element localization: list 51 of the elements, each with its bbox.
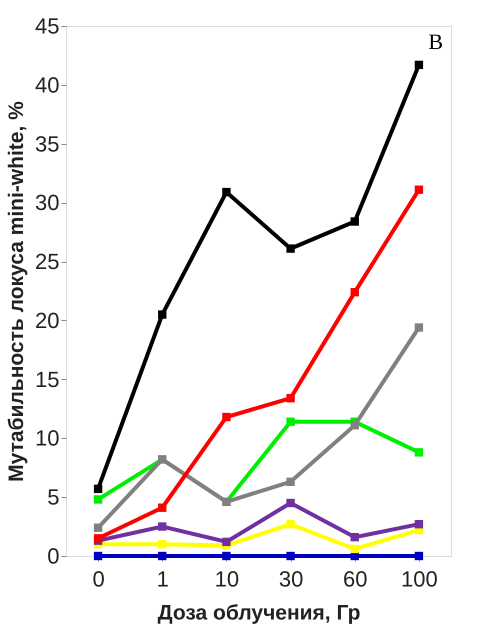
y-tick-label: 15 bbox=[35, 366, 60, 392]
point bbox=[158, 552, 166, 560]
point bbox=[94, 524, 102, 532]
point bbox=[286, 394, 295, 402]
point bbox=[350, 532, 359, 542]
point bbox=[414, 520, 424, 528]
x-tick-label: 10 bbox=[214, 566, 240, 592]
point bbox=[414, 552, 424, 560]
y-tick-label: 25 bbox=[35, 249, 60, 274]
point bbox=[286, 498, 295, 508]
point bbox=[158, 310, 166, 319]
point bbox=[94, 484, 102, 494]
x-tick-label: 1 bbox=[156, 566, 169, 592]
point bbox=[414, 60, 424, 70]
point bbox=[222, 538, 231, 546]
y-tick-label: 35 bbox=[35, 131, 60, 156]
point bbox=[350, 421, 359, 430]
x-tick-label: 100 bbox=[401, 566, 438, 592]
y-tick-label: 45 bbox=[35, 14, 60, 38]
point bbox=[414, 186, 424, 194]
y-tick-label: 20 bbox=[35, 308, 60, 333]
x-tick-label: 30 bbox=[278, 566, 304, 592]
y-tick-label: 0 bbox=[47, 544, 60, 568]
point bbox=[222, 188, 231, 196]
y-tick-label: 5 bbox=[47, 484, 60, 510]
point bbox=[414, 448, 424, 457]
y-tick-label: 10 bbox=[35, 426, 60, 451]
point bbox=[94, 534, 102, 543]
point bbox=[158, 504, 166, 512]
y-tick-label: 40 bbox=[35, 72, 60, 98]
point bbox=[350, 217, 359, 226]
point bbox=[158, 522, 166, 531]
point bbox=[414, 323, 424, 332]
point bbox=[286, 520, 295, 528]
point bbox=[286, 478, 295, 486]
point bbox=[350, 288, 359, 296]
point bbox=[158, 540, 166, 548]
x-axis-title: Доза облучения, Гр bbox=[158, 602, 360, 624]
annotation: В bbox=[428, 29, 443, 54]
y-axis-title: Мутабильность локуса mini-white, % bbox=[5, 100, 28, 482]
point bbox=[222, 412, 231, 422]
point bbox=[350, 544, 359, 554]
point bbox=[222, 552, 231, 560]
x-tick-label: 0 bbox=[92, 566, 105, 592]
point bbox=[286, 418, 295, 426]
point bbox=[286, 244, 295, 253]
point bbox=[286, 552, 295, 560]
x-tick-label: 60 bbox=[343, 566, 368, 592]
y-tick-label: 30 bbox=[35, 190, 60, 216]
point bbox=[94, 552, 102, 560]
point bbox=[94, 495, 102, 504]
